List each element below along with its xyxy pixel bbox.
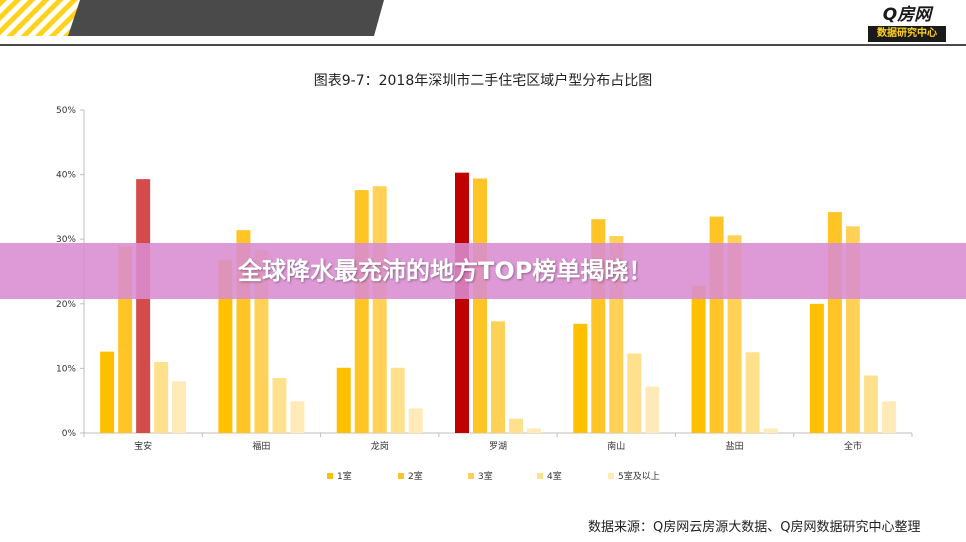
legend-swatch <box>327 473 333 479</box>
bar-宝安-3室 <box>136 179 151 433</box>
chart-title: 图表9-7：2018年深圳市二手住宅区域户型分布占比图 <box>313 73 653 89</box>
legend-label: 5室及以上 <box>618 470 660 482</box>
bar-南山-1室 <box>573 323 588 433</box>
bar-福田-4室 <box>272 378 287 433</box>
bar-罗湖-4室 <box>509 418 523 433</box>
legend-swatch <box>398 473 404 479</box>
x-tick-label: 罗湖 <box>489 441 507 452</box>
y-tick-label: 20% <box>56 300 76 310</box>
legend-label: 4室 <box>547 470 562 482</box>
legend-label: 1室 <box>337 470 352 482</box>
legend-swatch <box>537 473 543 479</box>
x-tick-label: 宝安 <box>134 440 152 452</box>
logo-text: Q房网 <box>882 5 932 25</box>
bar-罗湖-2室 <box>473 178 487 433</box>
bar-龙岗-3室 <box>372 186 387 433</box>
bar-福田-1室 <box>218 259 233 433</box>
bar-盐田-1室 <box>691 285 706 433</box>
y-tick-label: 40% <box>56 171 76 181</box>
bar-福田-5室及以上 <box>290 401 305 433</box>
y-tick-label: 10% <box>56 364 76 374</box>
bar-盐田-4室 <box>745 352 760 433</box>
bar-龙岗-2室 <box>354 190 369 433</box>
bar-盐田-5室及以上 <box>763 428 778 433</box>
header-rule <box>0 44 966 46</box>
bar-罗湖-1室 <box>455 172 469 434</box>
x-tick-label: 全市 <box>844 440 862 452</box>
legend-swatch <box>468 473 474 479</box>
x-tick-label: 龙岗 <box>371 440 389 452</box>
legend: 1室 2室 3室 4室 5室及以上 <box>327 470 660 482</box>
x-tick-label: 福田 <box>252 440 270 452</box>
headline-text: 全球降水最充沛的地方TOP榜单揭晓！ <box>238 257 653 285</box>
source-note: 数据来源：Q房网云房源大数据、Q房网数据研究中心整理 <box>588 520 921 535</box>
bar-宝安-5室及以上 <box>172 381 187 433</box>
headline-banner <box>0 243 966 299</box>
bar-龙岗-4室 <box>390 367 405 433</box>
header-stripes <box>0 0 80 36</box>
bar-龙岗-1室 <box>336 367 351 433</box>
y-tick-label: 50% <box>56 106 76 116</box>
x-tick-label: 南山 <box>607 440 625 452</box>
logo-subtext: 数据研究中心 <box>868 26 946 42</box>
y-tick-label: 0% <box>62 429 77 439</box>
header-dark-band <box>68 0 384 36</box>
header-banner <box>0 0 966 46</box>
axis-layer: 0% 10% 20% 30% 40% 50% 宝安 福田 龙岗 罗湖 南山 盐田 全市 <box>56 106 913 452</box>
x-tick-label: 盐田 <box>726 440 744 452</box>
brand-logo: Q房网 数据研究中心 <box>866 4 948 44</box>
bar-南山-4室 <box>627 353 642 433</box>
y-tick-label: 30% <box>56 235 76 245</box>
bar-罗湖-3室 <box>491 321 505 433</box>
legend-label: 2室 <box>408 470 423 482</box>
bar-南山-5室及以上 <box>645 386 660 433</box>
legend-swatch <box>608 473 614 479</box>
bar-宝安-4室 <box>154 361 169 433</box>
bar-全市-1室 <box>809 303 824 433</box>
bar-龙岗-5室及以上 <box>408 408 423 433</box>
bar-layer <box>100 172 896 434</box>
bar-宝安-1室 <box>100 351 115 433</box>
bar-罗湖-5室及以上 <box>527 428 541 433</box>
legend-label: 3室 <box>478 470 493 482</box>
bar-全市-4室 <box>863 375 878 433</box>
bar-全市-5室及以上 <box>881 401 896 433</box>
